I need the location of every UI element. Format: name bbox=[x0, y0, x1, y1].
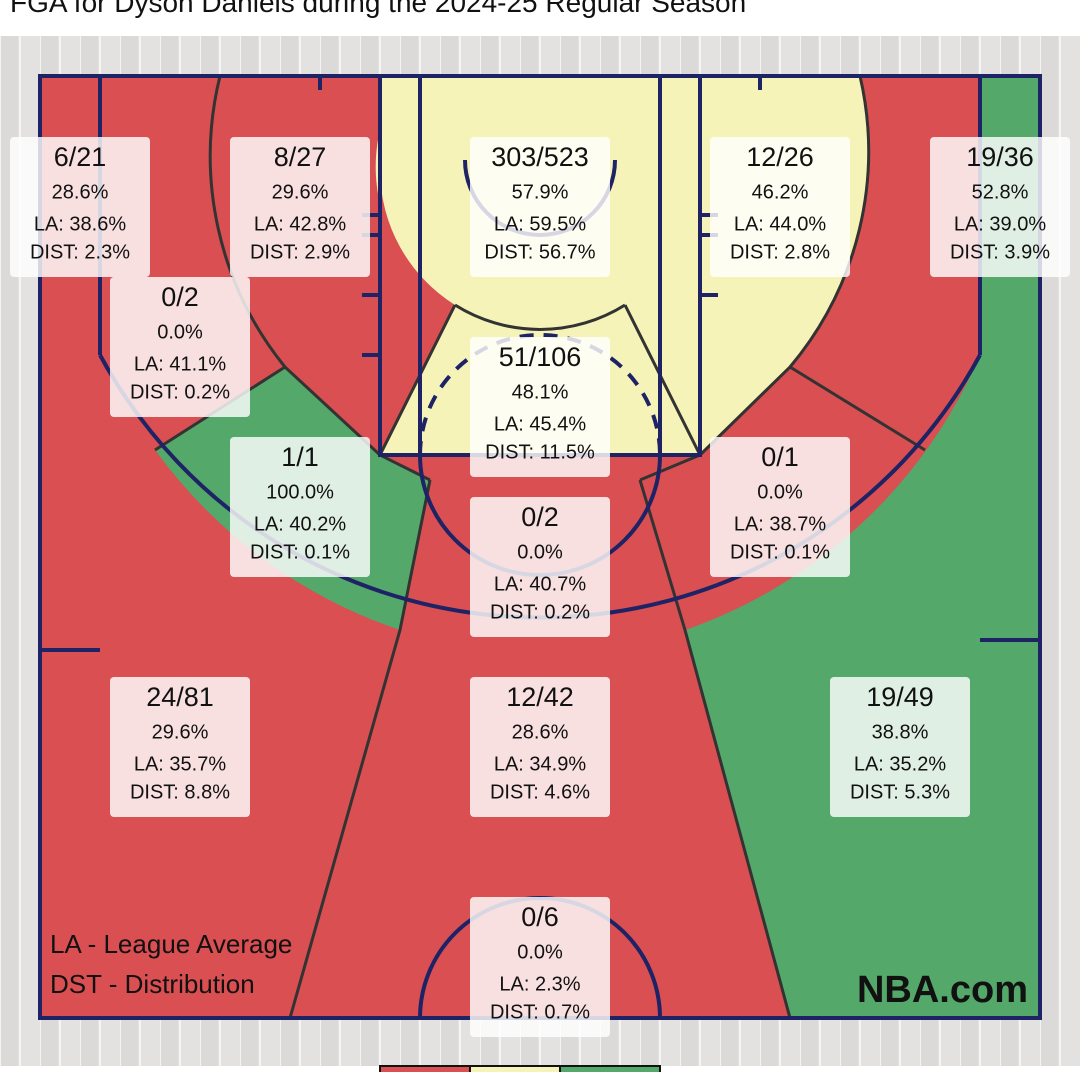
zone-label: 51/106 48.1% LA: 45.4% DIST: 11.5% bbox=[470, 337, 610, 477]
label-box bbox=[710, 137, 850, 277]
zone-la: LA: 38.6% bbox=[34, 213, 127, 235]
zone-la: LA: 40.7% bbox=[494, 573, 587, 595]
zone-la: LA: 42.8% bbox=[254, 213, 347, 235]
zone-dist: DIST: 3.9% bbox=[950, 241, 1050, 263]
zone-label: 19/36 52.8% LA: 39.0% DIST: 3.9% bbox=[930, 137, 1070, 277]
zone-pct: 100.0% bbox=[266, 481, 334, 503]
zone-dist: DIST: 2.8% bbox=[730, 241, 830, 263]
label-box bbox=[110, 277, 250, 417]
zone-pct: 52.8% bbox=[972, 181, 1029, 203]
legend-la: LA - League Average bbox=[50, 929, 292, 959]
zone-label: 0/2 0.0% LA: 40.7% DIST: 0.2% bbox=[470, 497, 610, 637]
zone-fg: 303/523 bbox=[491, 142, 589, 172]
zone-fg: 19/36 bbox=[966, 142, 1034, 172]
label-box bbox=[10, 137, 150, 277]
label-box bbox=[710, 437, 850, 577]
zone-label: 0/6 0.0% LA: 2.3% DIST: 0.7% bbox=[470, 897, 610, 1037]
zone-fg: 12/26 bbox=[746, 142, 814, 172]
zone-fg: 0/1 bbox=[761, 442, 799, 472]
zone-fg: 0/6 bbox=[521, 902, 559, 932]
brand: NBA.com bbox=[857, 969, 1028, 1011]
zone-pct: 46.2% bbox=[752, 181, 809, 203]
zone-red bbox=[380, 76, 455, 455]
legend-swatches bbox=[379, 1065, 661, 1072]
zone-la: LA: 35.7% bbox=[134, 753, 227, 775]
zone-pct: 29.6% bbox=[272, 181, 329, 203]
zone-dist: DIST: 11.5% bbox=[485, 441, 595, 463]
zone-label: 0/2 0.0% LA: 41.1% DIST: 0.2% bbox=[110, 277, 250, 417]
label-box bbox=[830, 677, 970, 817]
legend-dst: DST - Distribution bbox=[50, 969, 255, 999]
zone-dist: DIST: 0.2% bbox=[490, 601, 590, 623]
zone-label: 12/26 46.2% LA: 44.0% DIST: 2.8% bbox=[710, 137, 850, 277]
zone-la: LA: 59.5% bbox=[494, 213, 587, 235]
zone-la: LA: 39.0% bbox=[954, 213, 1047, 235]
label-box bbox=[470, 137, 610, 277]
label-box bbox=[470, 337, 610, 477]
zone-pct: 0.0% bbox=[517, 541, 563, 563]
label-box bbox=[230, 437, 370, 577]
zone-fg: 0/2 bbox=[161, 282, 199, 312]
title: FGA for Dyson Daniels during the 2024-25… bbox=[10, 0, 746, 18]
zone-dist: DIST: 2.9% bbox=[250, 241, 350, 263]
zone-dist: DIST: 8.8% bbox=[130, 781, 230, 803]
zone-dist: DIST: 0.2% bbox=[130, 381, 230, 403]
zone-label: 12/42 28.6% LA: 34.9% DIST: 4.6% bbox=[470, 677, 610, 817]
zone-pct: 57.9% bbox=[512, 181, 569, 203]
zone-fg: 12/42 bbox=[506, 682, 574, 712]
zone-la: LA: 40.2% bbox=[254, 513, 347, 535]
zone-la: LA: 41.1% bbox=[134, 353, 227, 375]
zone-la: LA: 38.7% bbox=[734, 513, 827, 535]
zone-la: LA: 2.3% bbox=[499, 973, 580, 995]
zone-pct: 0.0% bbox=[157, 321, 203, 343]
zone-dist: DIST: 0.1% bbox=[730, 541, 830, 563]
zone-pct: 28.6% bbox=[52, 181, 109, 203]
zone-dist: DIST: 56.7% bbox=[484, 241, 595, 263]
zone-fg: 8/27 bbox=[274, 142, 327, 172]
zone-la: LA: 45.4% bbox=[494, 413, 587, 435]
zone-dist: DIST: 0.1% bbox=[250, 541, 350, 563]
zone-fg: 6/21 bbox=[54, 142, 107, 172]
zone-pct: 28.6% bbox=[512, 721, 569, 743]
label-box bbox=[470, 677, 610, 817]
zone-labels: 6/21 28.6% LA: 38.6% DIST: 2.3% 8/27 29.6% LA:… bbox=[10, 137, 1070, 1037]
zone-pct: 38.8% bbox=[872, 721, 929, 743]
zone-pct: 29.6% bbox=[152, 721, 209, 743]
label-box bbox=[230, 137, 370, 277]
label-box bbox=[930, 137, 1070, 277]
zone-label: 19/49 38.8% LA: 35.2% DIST: 5.3% bbox=[830, 677, 970, 817]
zone-la: LA: 35.2% bbox=[854, 753, 947, 775]
label-box bbox=[470, 897, 610, 1037]
zone-fg: 0/2 bbox=[521, 502, 559, 532]
zone-dist: DIST: 2.3% bbox=[30, 241, 130, 263]
zone-label: 303/523 57.9% LA: 59.5% DIST: 56.7% bbox=[470, 137, 610, 277]
zone-label: 24/81 29.6% LA: 35.7% DIST: 8.8% bbox=[110, 677, 250, 817]
zone-label: 0/1 0.0% LA: 38.7% DIST: 0.1% bbox=[710, 437, 850, 577]
zone-dist: DIST: 4.6% bbox=[490, 781, 590, 803]
zone-pct: 48.1% bbox=[512, 381, 569, 403]
zone-pct: 0.0% bbox=[757, 481, 803, 503]
zone-label: 8/27 29.6% LA: 42.8% DIST: 2.9% bbox=[230, 137, 370, 277]
zone-label: 1/1 100.0% LA: 40.2% DIST: 0.1% bbox=[230, 437, 370, 577]
zone-fg: 24/81 bbox=[146, 682, 214, 712]
zone-label: 6/21 28.6% LA: 38.6% DIST: 2.3% bbox=[10, 137, 150, 277]
zone-la: LA: 34.9% bbox=[494, 753, 587, 775]
zone-fg: 19/49 bbox=[866, 682, 934, 712]
zone-fg: 51/106 bbox=[499, 342, 582, 372]
label-box bbox=[470, 497, 610, 637]
label-box bbox=[110, 677, 250, 817]
zone-la: LA: 44.0% bbox=[734, 213, 827, 235]
zone-dist: DIST: 5.3% bbox=[850, 781, 950, 803]
zone-pct: 0.0% bbox=[517, 941, 563, 963]
zone-dist: DIST: 0.7% bbox=[490, 1001, 590, 1023]
zone-fg: 1/1 bbox=[281, 442, 319, 472]
